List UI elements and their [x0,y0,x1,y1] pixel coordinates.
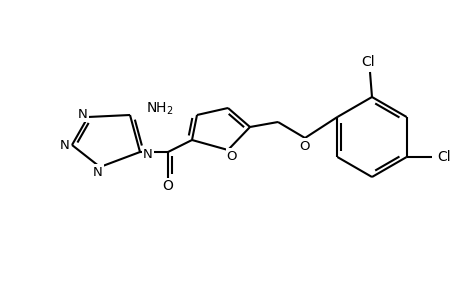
Text: N: N [93,166,103,178]
Text: NH$_2$: NH$_2$ [146,101,174,117]
Text: Cl: Cl [436,150,449,164]
Text: O: O [162,179,173,193]
Text: N: N [60,139,70,152]
Text: N: N [78,107,88,121]
Text: Cl: Cl [360,55,374,69]
Text: O: O [299,140,309,152]
Text: O: O [226,149,237,163]
Text: N: N [143,148,152,160]
